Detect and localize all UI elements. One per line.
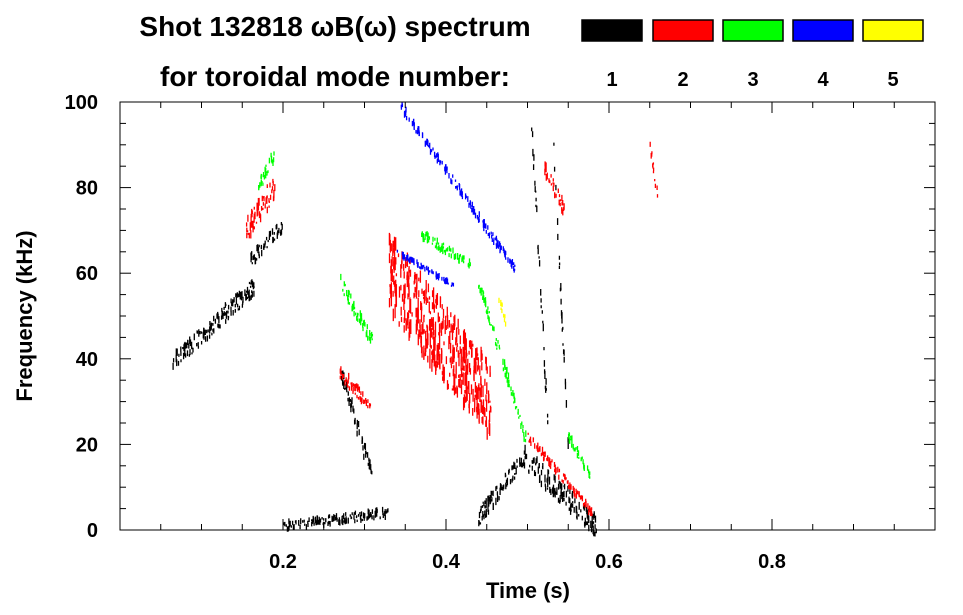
- y-tick-label: 80: [76, 178, 98, 200]
- chart-title-line2: for toroidal mode number:: [160, 61, 510, 92]
- legend-label-1: 1: [606, 69, 617, 91]
- spectrum-feature: [283, 506, 389, 532]
- series-n=5: [498, 297, 507, 327]
- legend-label-3: 3: [747, 69, 758, 91]
- x-tick-label: 0.8: [758, 551, 786, 573]
- y-tick-label: 100: [65, 92, 98, 114]
- legend-label-2: 2: [677, 69, 688, 91]
- spectrum-feature: [528, 456, 597, 537]
- legend-swatch-3: [722, 19, 784, 42]
- series-n=3: [258, 151, 591, 479]
- spectrum-feature: [531, 127, 549, 425]
- spectrum-feature: [544, 161, 565, 216]
- series-n=1: [172, 127, 597, 537]
- chart-title-line1: Shot 132818 ωB(ω) spectrum: [139, 11, 530, 42]
- spectrum-feature: [400, 102, 516, 273]
- spectrum-feature: [250, 222, 283, 265]
- spectrum-feature: [245, 178, 276, 239]
- legend: 1 2 3 4 5: [581, 19, 924, 91]
- plot-area: 0.2 0.4 0.6 0.8 0 20 40 60 80 100: [65, 92, 936, 573]
- y-tick-label: 40: [76, 349, 98, 371]
- x-tick-label: 0.4: [432, 551, 461, 573]
- x-tick-label: 0.6: [595, 551, 623, 573]
- axis-ticks: 0.2 0.4 0.6 0.8 0 20 40 60 80 100: [65, 92, 935, 573]
- spectrum-feature: [396, 249, 455, 287]
- spectrum-feature: [498, 297, 507, 327]
- x-tick-label: 0.2: [269, 551, 297, 573]
- plot-frame: [119, 101, 936, 531]
- series-n=4: [396, 102, 516, 287]
- spectrum-feature: [478, 284, 527, 443]
- spectrum-feature: [258, 151, 275, 191]
- spectrum-feature: [421, 231, 471, 269]
- spectrum-feature: [553, 142, 569, 449]
- legend-label-5: 5: [887, 69, 898, 91]
- spectrum-feature: [340, 370, 373, 475]
- spectrum-feature: [388, 232, 492, 440]
- series-n=2: [245, 141, 659, 517]
- y-tick-label: 60: [76, 263, 98, 285]
- spectrum-data: [172, 102, 659, 537]
- legend-label-4: 4: [817, 69, 829, 91]
- spectrum-feature: [340, 273, 374, 344]
- x-axis-title: Time (s): [486, 578, 570, 603]
- legend-swatch-1: [581, 19, 643, 42]
- legend-swatch-2: [652, 19, 714, 42]
- spectrum-feature: [172, 279, 255, 370]
- legend-swatch-5: [862, 19, 924, 42]
- y-tick-label: 0: [87, 520, 98, 542]
- spectrum-feature: [339, 366, 372, 409]
- spectrum-feature: [527, 432, 593, 517]
- y-tick-label: 20: [76, 434, 98, 456]
- y-axis-title: Frequency (kHz): [12, 230, 37, 401]
- spectrum-feature: [567, 432, 591, 479]
- legend-swatch-4: [792, 19, 854, 42]
- spectrum-feature: [649, 141, 659, 198]
- spectrum-feature: [478, 444, 528, 527]
